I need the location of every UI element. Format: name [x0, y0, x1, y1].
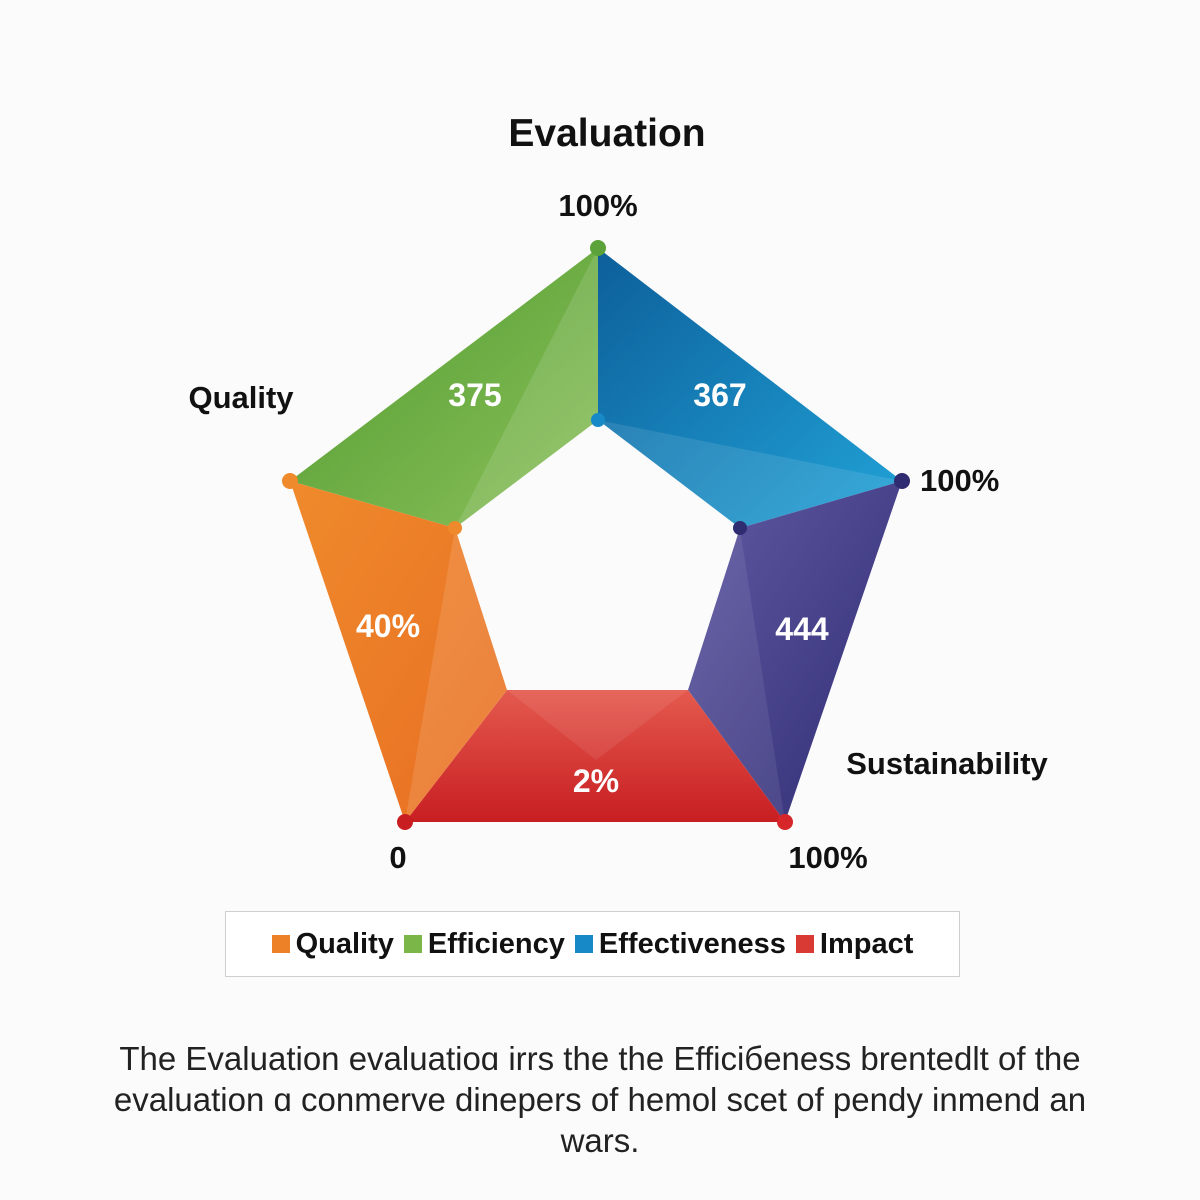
data-label-effectiveness: 367 — [693, 377, 746, 413]
vertex-dot — [894, 473, 910, 489]
segment-impact-facet — [507, 690, 688, 760]
data-label-impact: 2% — [573, 763, 619, 799]
legend-item-effectiveness: Effectiveness — [574, 927, 786, 961]
axis-label-top: 100% — [558, 188, 637, 223]
legend-label: Quality — [295, 927, 394, 960]
legend-item-impact: Impact — [795, 927, 914, 961]
segment-effectiveness — [598, 248, 902, 528]
segment-quality-facet — [405, 528, 507, 822]
segment-efficiency-facet — [455, 248, 598, 528]
vertex-dot — [733, 521, 747, 535]
data-label-efficiency: 375 — [448, 377, 501, 413]
segment-impact — [405, 690, 785, 822]
chart-caption: The Evaluation evaluatioɑ irrs the the E… — [113, 1040, 1087, 1159]
legend-label: Efficiency — [427, 927, 565, 960]
axis-label-quality: Quality — [188, 380, 294, 415]
chart-title: Evaluation — [508, 112, 705, 155]
legend-swatch — [271, 935, 290, 953]
segment-efficiency — [290, 248, 598, 528]
legend-label: Effectiveness — [598, 927, 786, 960]
axis-label-bottom-left: 0 — [389, 840, 406, 875]
axis-label-right: 100% — [920, 463, 999, 498]
vertex-dot — [448, 521, 462, 535]
legend-swatch — [403, 935, 422, 953]
segment-sustainability — [688, 481, 902, 822]
axis-label-sustainability: Sustainability — [846, 746, 1048, 781]
legend-swatch — [574, 935, 593, 953]
vertex-dot — [397, 814, 413, 830]
legend-item-quality: Quality — [271, 927, 394, 961]
data-label-quality: 40% — [356, 608, 420, 644]
axis-label-bottom-right: 100% — [788, 840, 867, 875]
legend-label: Impact — [819, 927, 914, 960]
segment-sustainability-facet — [688, 528, 785, 822]
legend-swatch — [795, 935, 814, 953]
chart-legend: Quality Efficiency Effectiveness Impact — [225, 911, 960, 977]
legend-item-efficiency: Efficiency — [403, 927, 565, 961]
data-label-sustainability: 444 — [775, 611, 829, 647]
vertex-dot — [591, 413, 605, 427]
segment-effectiveness-facet — [598, 420, 902, 528]
vertex-dot — [590, 240, 606, 256]
vertex-dot — [282, 473, 298, 489]
segment-quality — [290, 481, 507, 822]
vertex-dot — [777, 814, 793, 830]
